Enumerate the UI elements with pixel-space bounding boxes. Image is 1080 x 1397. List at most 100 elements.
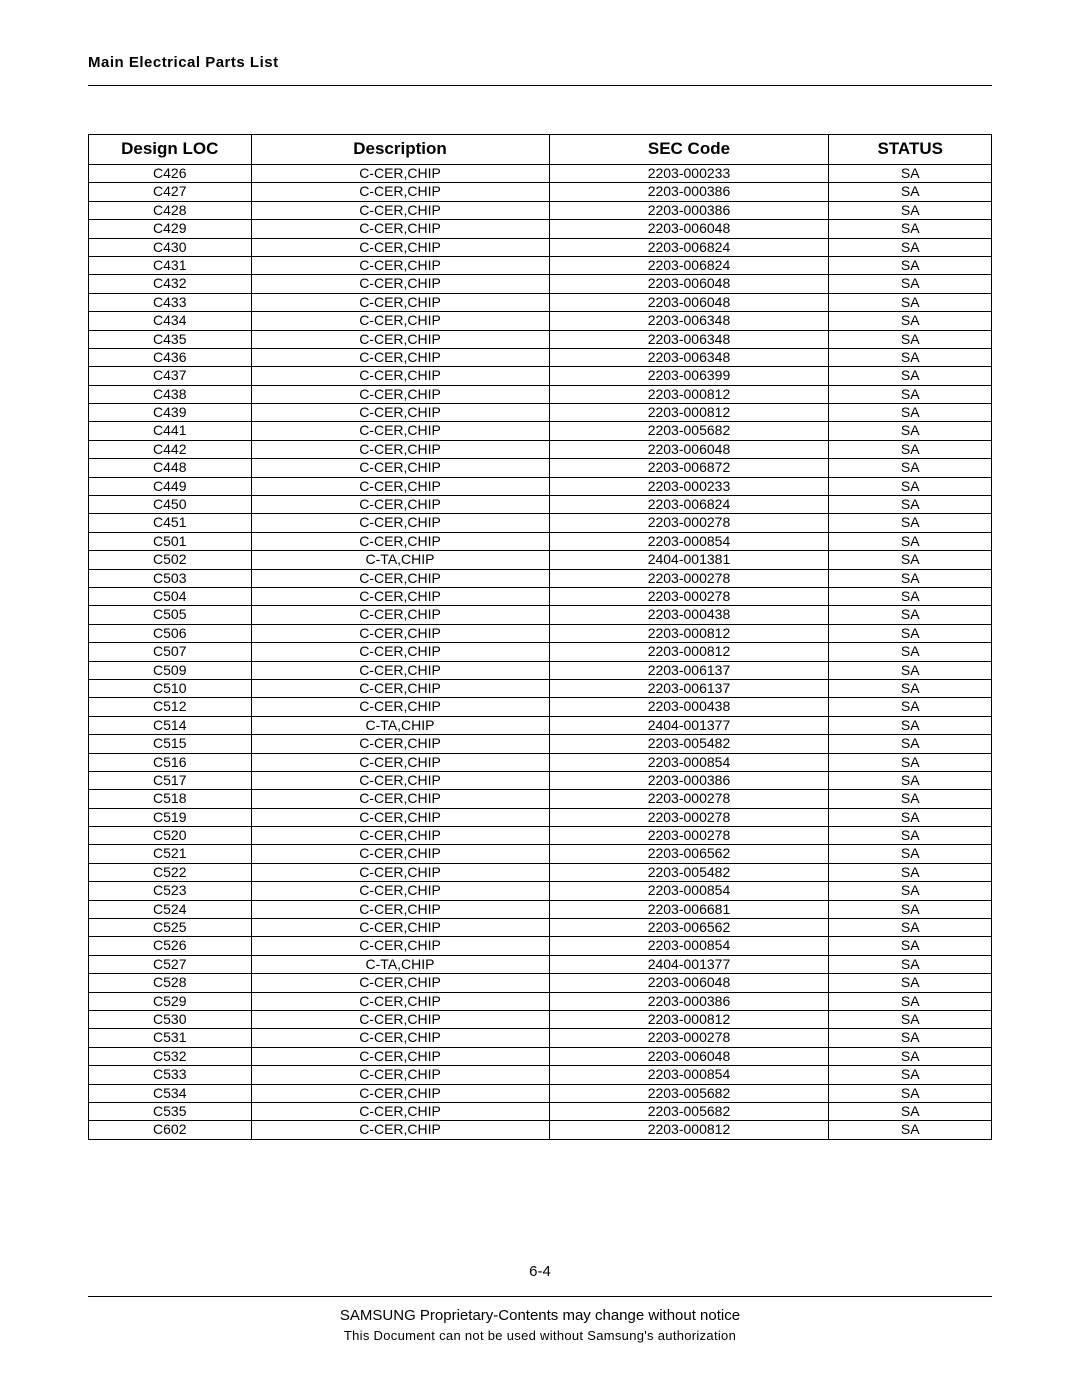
table-cell: C434 — [89, 312, 252, 330]
table-cell: 2203-000812 — [549, 643, 829, 661]
table-cell: SA — [829, 1029, 992, 1047]
table-cell: C-CER,CHIP — [251, 238, 549, 256]
table-cell: C-CER,CHIP — [251, 992, 549, 1010]
table-cell: SA — [829, 919, 992, 937]
table-cell: 2203-000278 — [549, 514, 829, 532]
table-cell: C520 — [89, 827, 252, 845]
table-cell: C-CER,CHIP — [251, 1010, 549, 1028]
table-row: C519C-CER,CHIP2203-000278SA — [89, 808, 992, 826]
table-cell: C436 — [89, 348, 252, 366]
table-cell: 2203-006348 — [549, 312, 829, 330]
table-cell: C-CER,CHIP — [251, 661, 549, 679]
table-cell: C518 — [89, 790, 252, 808]
table-cell: SA — [829, 974, 992, 992]
table-cell: C515 — [89, 735, 252, 753]
table-cell: C-CER,CHIP — [251, 698, 549, 716]
table-cell: 2203-006872 — [549, 459, 829, 477]
table-cell: C533 — [89, 1066, 252, 1084]
table-row: C433C-CER,CHIP2203-006048SA — [89, 293, 992, 311]
table-cell: C-CER,CHIP — [251, 330, 549, 348]
table-cell: C525 — [89, 919, 252, 937]
table-cell: SA — [829, 882, 992, 900]
page-title: Main Electrical Parts List — [88, 54, 992, 85]
table-cell: SA — [829, 312, 992, 330]
table-cell: C-CER,CHIP — [251, 1047, 549, 1065]
table-cell: SA — [829, 735, 992, 753]
footer-authorization: This Document can not be used without Sa… — [0, 1328, 1080, 1343]
table-cell: C501 — [89, 532, 252, 550]
table-cell: C-TA,CHIP — [251, 716, 549, 734]
table-cell: SA — [829, 256, 992, 274]
table-cell: SA — [829, 477, 992, 495]
table-cell: SA — [829, 496, 992, 514]
table-row: C533C-CER,CHIP2203-000854SA — [89, 1066, 992, 1084]
table-row: C602C-CER,CHIP2203-000812SA — [89, 1121, 992, 1139]
table-cell: C-CER,CHIP — [251, 220, 549, 238]
table-cell: C435 — [89, 330, 252, 348]
table-cell: SA — [829, 937, 992, 955]
table-cell: 2203-000812 — [549, 1121, 829, 1139]
table-cell: SA — [829, 514, 992, 532]
table-cell: SA — [829, 459, 992, 477]
table-cell: C505 — [89, 606, 252, 624]
col-header-description: Description — [251, 135, 549, 165]
table-row: C426C-CER,CHIP2203-000233SA — [89, 165, 992, 183]
table-cell: 2203-000278 — [549, 827, 829, 845]
table-cell: C429 — [89, 220, 252, 238]
table-cell: 2203-006562 — [549, 845, 829, 863]
table-cell: C-CER,CHIP — [251, 201, 549, 219]
table-row: C524C-CER,CHIP2203-006681SA — [89, 900, 992, 918]
table-cell: SA — [829, 1102, 992, 1120]
table-cell: 2203-006048 — [549, 974, 829, 992]
table-cell: C-CER,CHIP — [251, 532, 549, 550]
table-cell: SA — [829, 569, 992, 587]
parts-table: Design LOC Description SEC Code STATUS C… — [88, 134, 992, 1140]
table-cell: SA — [829, 845, 992, 863]
col-header-status: STATUS — [829, 135, 992, 165]
table-cell: C-CER,CHIP — [251, 587, 549, 605]
table-cell: SA — [829, 808, 992, 826]
table-cell: C431 — [89, 256, 252, 274]
table-cell: 2203-000233 — [549, 165, 829, 183]
table-row: C515C-CER,CHIP2203-005482SA — [89, 735, 992, 753]
table-row: C514C-TA,CHIP2404-001377SA — [89, 716, 992, 734]
table-cell: C516 — [89, 753, 252, 771]
table-cell: 2404-001381 — [549, 551, 829, 569]
table-row: C518C-CER,CHIP2203-000278SA — [89, 790, 992, 808]
table-cell: SA — [829, 1010, 992, 1028]
table-cell: C535 — [89, 1102, 252, 1120]
table-cell: C-CER,CHIP — [251, 1084, 549, 1102]
table-cell: C504 — [89, 587, 252, 605]
table-cell: C517 — [89, 771, 252, 789]
table-row: C502C-TA,CHIP2404-001381SA — [89, 551, 992, 569]
table-cell: C-CER,CHIP — [251, 404, 549, 422]
table-cell: C-CER,CHIP — [251, 1102, 549, 1120]
table-cell: 2203-000278 — [549, 1029, 829, 1047]
footer-proprietary: SAMSUNG Proprietary-Contents may change … — [0, 1307, 1080, 1324]
table-cell: C532 — [89, 1047, 252, 1065]
table-cell: C509 — [89, 661, 252, 679]
table-cell: SA — [829, 1084, 992, 1102]
table-cell: SA — [829, 330, 992, 348]
table-cell: C-CER,CHIP — [251, 569, 549, 587]
table-cell: C-CER,CHIP — [251, 1029, 549, 1047]
page-footer: 6-4 SAMSUNG Proprietary-Contents may cha… — [0, 1263, 1080, 1343]
table-cell: C428 — [89, 201, 252, 219]
table-cell: 2203-006824 — [549, 256, 829, 274]
table-cell: 2404-001377 — [549, 955, 829, 973]
table-cell: 2203-006399 — [549, 367, 829, 385]
table-cell: SA — [829, 661, 992, 679]
table-cell: C430 — [89, 238, 252, 256]
table-cell: C-CER,CHIP — [251, 882, 549, 900]
table-cell: 2203-000386 — [549, 771, 829, 789]
table-row: C441C-CER,CHIP2203-005682SA — [89, 422, 992, 440]
col-header-design-loc: Design LOC — [89, 135, 252, 165]
table-cell: C-CER,CHIP — [251, 348, 549, 366]
table-cell: 2404-001377 — [549, 716, 829, 734]
table-cell: 2203-005682 — [549, 422, 829, 440]
table-cell: SA — [829, 790, 992, 808]
table-row: C437C-CER,CHIP2203-006399SA — [89, 367, 992, 385]
table-cell: C-CER,CHIP — [251, 312, 549, 330]
table-cell: C-CER,CHIP — [251, 753, 549, 771]
table-cell: 2203-000278 — [549, 808, 829, 826]
